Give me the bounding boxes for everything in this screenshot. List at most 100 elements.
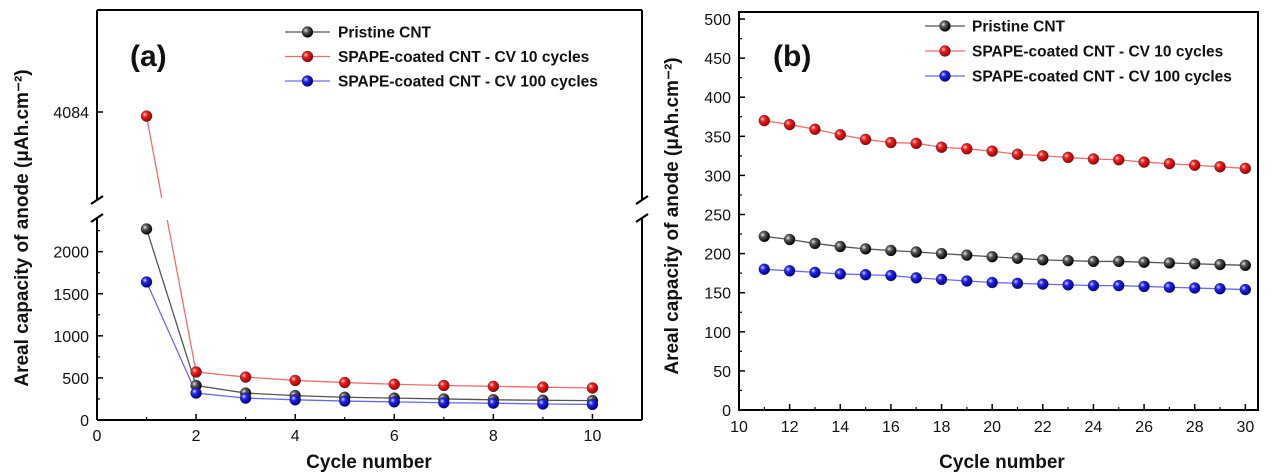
series-line-segment [245,392,296,397]
legend-marker [939,20,951,32]
data-point [1062,279,1074,291]
data-point [1037,150,1049,162]
data-point [140,276,153,288]
data-point [388,378,400,390]
panel-a-ticks: 0 2 4 6 8 10 0 500 1000 1500 2000 4084 [53,105,601,445]
data-point [834,240,846,253]
y-tick-label: 350 [704,129,731,146]
data-point [140,110,153,122]
axis-break-mark [635,213,649,223]
x-tick-label: 26 [1135,419,1153,436]
panel-a-y-axis-title: Areal capacity of anode (μAh.cm⁻²) [12,69,33,386]
data-point [487,397,500,409]
series-line-segment [493,402,543,405]
data-point [239,392,252,404]
y-tick-label: 500 [704,12,731,29]
x-tick-label: 6 [390,428,399,445]
x-tick-label: 24 [1085,419,1103,436]
panel-b-ticks: 10 12 14 16 18 20 22 24 26 28 30050100150200250300… [704,12,1254,436]
data-point [809,237,821,250]
data-point [1138,280,1150,293]
x-tick-label: 28 [1186,419,1204,436]
data-point [758,263,771,275]
legend-label: SPAPE-coated CNT - CV 10 cycles [338,49,589,66]
x-tick-label: 18 [933,419,951,436]
panel-b-frame-rect [738,11,1259,411]
x-tick-label: 12 [781,419,799,436]
series-line-segment [295,399,345,402]
panel-b-legend: Pristine CNT SPAPE-coated CNT - CV 10 cyc… [925,19,1232,86]
panel-a-legend: Pristine CNT SPAPE-coated CNT - CV 10 cyc… [285,25,598,91]
data-point [1062,254,1074,267]
data-point [986,145,998,157]
data-point [1087,279,1100,292]
data-point [1138,156,1150,168]
legend-label: Pristine CNT [338,25,432,42]
legend-marker [301,75,314,87]
data-point [537,381,549,393]
data-point [758,114,771,127]
data-point [986,276,998,289]
series-line-segment [245,376,296,382]
x-tick-label: 10 [584,428,602,445]
y-tick-label: 150 [704,286,731,303]
data-point [1163,281,1176,293]
axis-break-mark [635,195,649,205]
x-tick-label: 8 [489,428,498,445]
data-point [1062,151,1074,164]
data-point [1113,255,1125,268]
data-point [986,251,998,263]
data-point [809,266,821,279]
data-point [438,397,450,409]
x-tick-label: 10 [730,419,748,436]
data-point [1163,157,1176,170]
series-line-segment [245,397,296,401]
data-point [388,396,400,408]
y-tick-label: 0 [80,413,89,430]
data-point [1037,278,1049,290]
data-point [859,269,872,281]
panel-b: 10 12 14 16 18 20 22 24 26 28 30050100150200250300… [662,11,1259,473]
panel-b-frame [738,11,1259,411]
panel-b-series [758,114,1252,296]
data-point [1189,282,1201,294]
data-point [859,243,872,255]
series-line-segment [196,371,246,378]
data-point [935,247,948,260]
y-tick-label-upper: 4084 [53,105,89,122]
legend-label: Pristine CNT [972,19,1066,36]
data-point [438,379,450,392]
data-point [910,137,922,150]
series-line-segment [295,379,345,384]
data-point [1189,258,1201,270]
panel-a-series [140,110,599,411]
data-point [1011,252,1024,264]
data-point [289,394,301,406]
y-tick-label: 250 [704,208,731,225]
series-line-segment [196,392,246,399]
axis-break-mark [90,195,104,205]
data-point [961,249,973,261]
panel-a-x-axis-title: Cycle number [306,452,432,473]
data-point [935,141,948,153]
data-point [910,272,922,284]
data-point [1214,161,1226,173]
x-tick-label: 16 [882,419,900,436]
y-tick-label: 400 [704,90,731,107]
data-point [1113,279,1125,292]
panel-a: 0 2 4 6 8 10 0 500 1000 1500 2000 4084 Pristine CNT… [12,9,649,473]
legend-label: SPAPE-coated CNT - CV 10 cycles [972,44,1223,61]
y-tick-label: 0 [722,403,731,420]
legend-marker [939,45,951,57]
series-line-segment [493,385,543,388]
data-point [289,374,301,387]
panel-a-label: (a) [130,40,167,73]
data-point [1087,153,1100,165]
series-line-segment [295,394,345,398]
series-line-segment [195,384,246,394]
data-point [140,223,153,235]
legend-marker [939,70,951,82]
data-point [1189,159,1201,171]
series-line-segment [443,398,494,401]
data-point [834,268,846,280]
